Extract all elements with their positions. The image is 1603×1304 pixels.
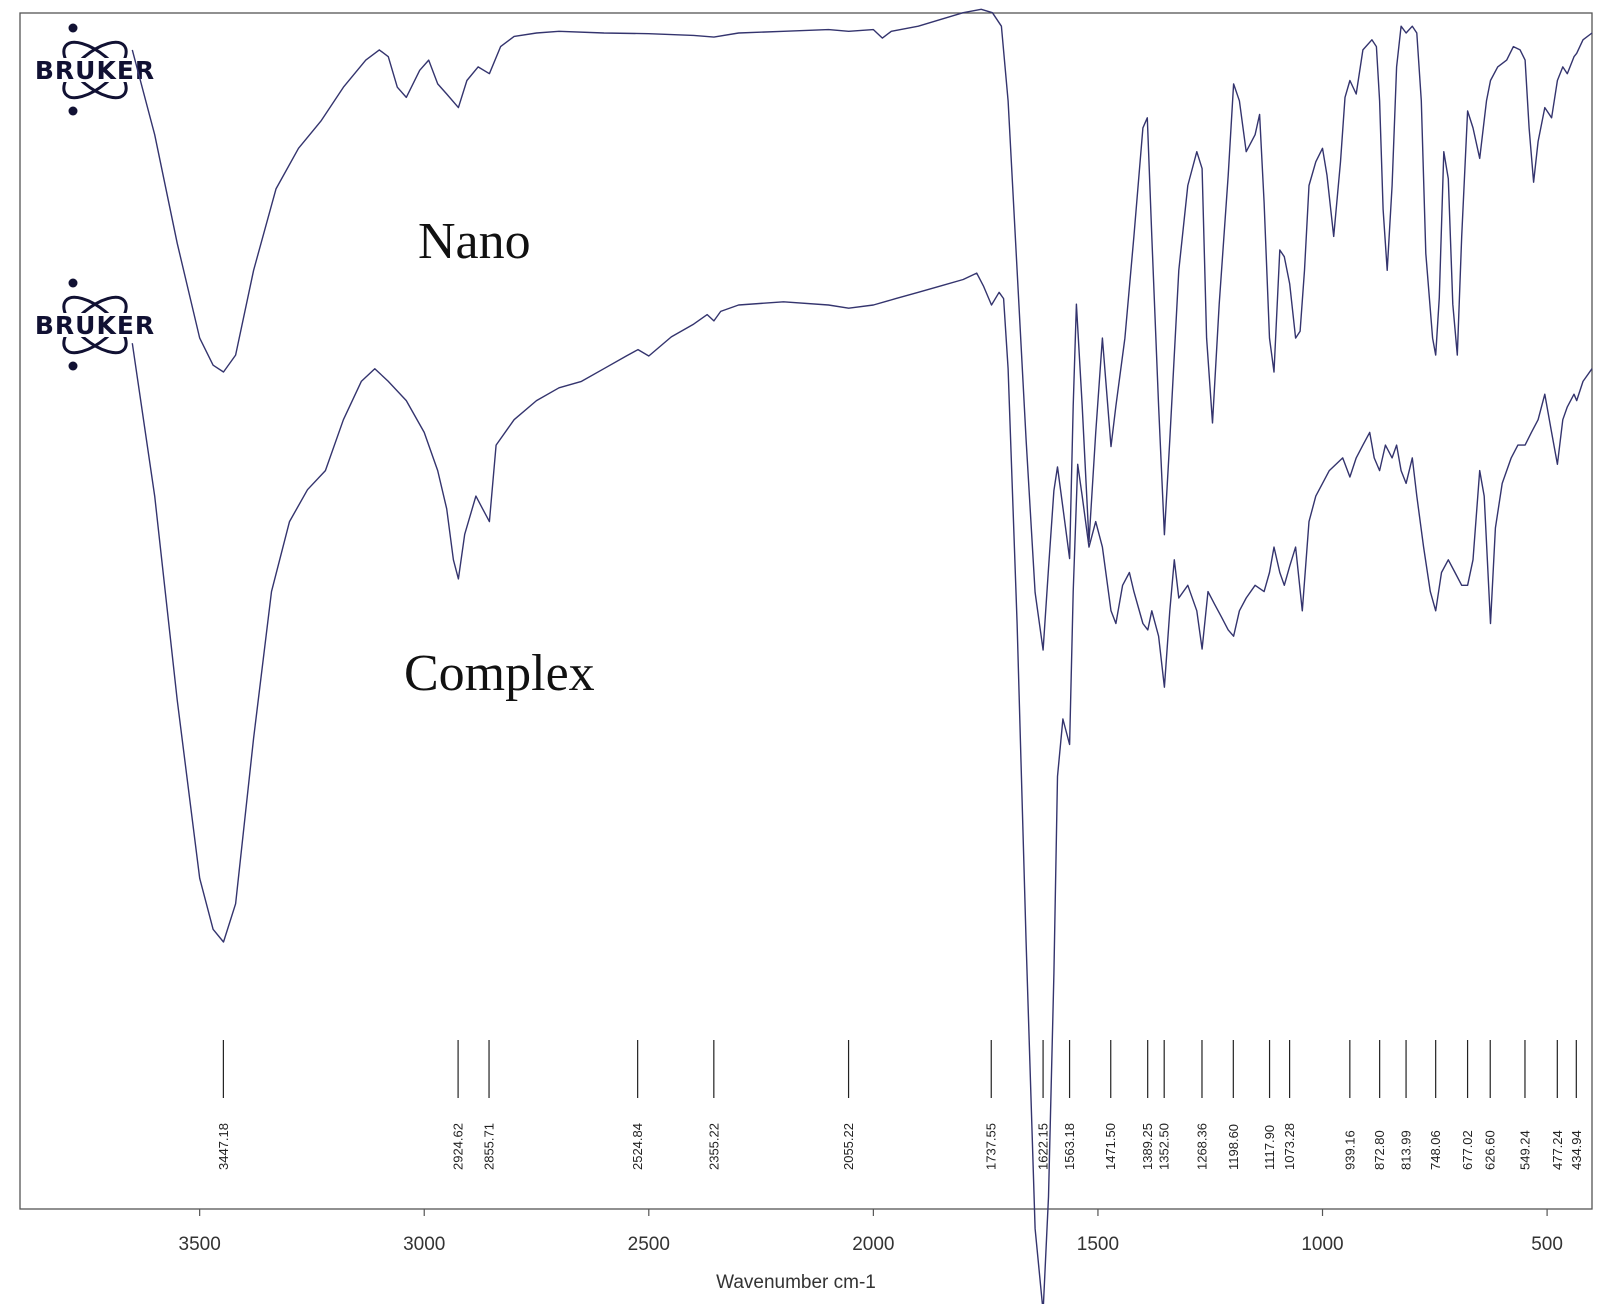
x-tick-label: 3000 (403, 1234, 445, 1255)
x-tick-label: 3500 (179, 1234, 221, 1255)
peak-label: 1563.18 (1062, 1123, 1077, 1170)
series-layer (131, 8, 1593, 1304)
peak-label: 748.06 (1428, 1130, 1443, 1170)
peak-label: 1737.55 (984, 1123, 999, 1170)
peak-label: 1268.36 (1194, 1123, 1209, 1170)
peak-label: 872.80 (1372, 1130, 1387, 1170)
peak-label: 2355.22 (706, 1123, 721, 1170)
peak-label: 1198.60 (1226, 1124, 1241, 1170)
series-label-nano: Nano (418, 213, 531, 270)
bruker-logo-top: BRUKER (23, 23, 167, 116)
peak-label: 549.24 (1517, 1130, 1532, 1170)
logo-text: BRUKER (35, 56, 155, 85)
series-line-complex (131, 272, 1593, 1304)
bruker-logo-middle: BRUKER (23, 278, 167, 371)
x-tick-label: 1000 (1301, 1234, 1343, 1255)
peak-label: 1471.50 (1103, 1123, 1118, 1170)
x-tick-label: 500 (1531, 1234, 1563, 1255)
peak-label: 477.24 (1550, 1130, 1565, 1170)
peak-label: 1389.25 (1140, 1123, 1155, 1170)
peak-label: 677.02 (1460, 1130, 1475, 1170)
peak-label: 626.60 (1483, 1130, 1498, 1170)
peak-label: 813.99 (1399, 1130, 1414, 1170)
peak-label: 1352.50 (1157, 1123, 1172, 1170)
peak-label: 2524.84 (630, 1123, 645, 1170)
peak-label: 2855.71 (482, 1123, 497, 1170)
peak-label: 1117.90 (1262, 1125, 1277, 1170)
x-tick-label: 2000 (852, 1234, 894, 1255)
x-axis-ticks: 3500 3000 2500 2000 1500 1000 500 (179, 1209, 1563, 1255)
peak-label: 2924.62 (451, 1123, 466, 1170)
peak-markers: 3447.18 2924.62 2855.71 2524.84 2355.22 2055.… (216, 1040, 1584, 1170)
peak-label: 3447.18 (216, 1123, 231, 1170)
series-label-complex: Complex (404, 645, 595, 702)
peak-label: 939.16 (1342, 1130, 1357, 1170)
logo-text: BRUKER (35, 311, 155, 340)
series-line-nano (131, 8, 1593, 651)
peak-label: 2055.22 (841, 1123, 856, 1170)
x-axis-label: Wavenumber cm-1 (716, 1272, 876, 1293)
plot-frame (19, 12, 1593, 1210)
peak-label: 1073.28 (1282, 1123, 1297, 1170)
x-tick-label: 2500 (628, 1234, 670, 1255)
peak-label: 1622.15 (1036, 1123, 1051, 1170)
peak-label: 434.94 (1569, 1130, 1584, 1170)
x-tick-label: 1500 (1077, 1234, 1119, 1255)
